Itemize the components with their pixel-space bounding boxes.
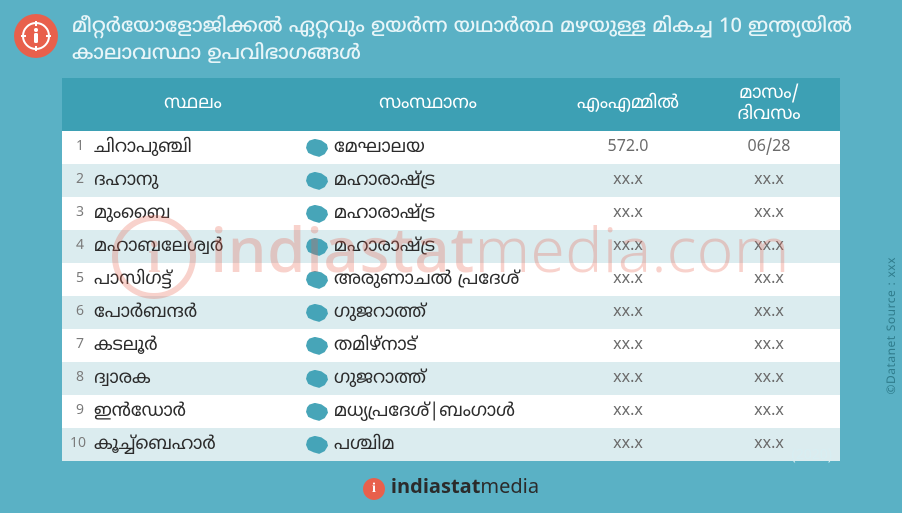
cell-state: മഹാരാഷ്ട്ര xyxy=(298,164,558,197)
table-row: 9ഇൻഡോർ മധ്യപ്രദേശ്|ബംഗാൾ xx.xxx.x xyxy=(62,395,840,428)
cell-mm: xx.x xyxy=(558,232,698,262)
cell-place: കൂച്ച്ബെഹാർ xyxy=(88,428,298,461)
brand-suffix: media xyxy=(480,476,539,501)
cell-date: xx.x xyxy=(698,364,840,394)
state-name: തമിഴ്നാട് xyxy=(334,334,417,357)
cell-state: ഗുജറാത്ത് xyxy=(298,362,558,395)
row-index: 2 xyxy=(62,167,88,194)
cell-place: കടലൂർ xyxy=(88,329,298,362)
state-name: ഗുജറാത്ത് xyxy=(334,301,426,324)
cell-place: മുംബൈ xyxy=(88,197,298,230)
cell-date: xx.x xyxy=(698,199,840,229)
table-row: 10കൂച്ച്ബെഹാർപശ്ചിമxx.xxx.x xyxy=(62,428,840,461)
cell-date: xx.x xyxy=(698,331,840,361)
cell-date: xx.x xyxy=(698,298,840,328)
cell-place: ചിറാപുഞ്ചി xyxy=(88,131,298,164)
state-name: മേഘാലയ xyxy=(334,136,425,159)
state-shape-icon xyxy=(306,139,328,157)
state-shape-icon xyxy=(306,205,328,223)
cell-date: 06/28 xyxy=(698,133,840,163)
table-row: 5പാസിഗട്ട് അരുണാചൽ പ്രദേശ് xx.xxx.x xyxy=(62,263,840,296)
state-name: പശ്ചിമ xyxy=(334,433,394,456)
state-name: മഹാരാഷ്ട്ര xyxy=(334,202,435,225)
row-index: 1 xyxy=(62,134,88,161)
cell-place: പാസിഗട്ട് xyxy=(88,263,298,296)
state-name: ഗുജറാത്ത് xyxy=(334,367,426,390)
state-shape-icon xyxy=(306,238,328,256)
cell-mm: 572.0 xyxy=(558,133,698,163)
cell-date: xx.x xyxy=(698,232,840,262)
cell-state: ഗുജറാത്ത് xyxy=(298,296,558,329)
table-header-row: സ്ഥലം സംസ്ഥാനം എംഎമ്മിൽ മാസം/ ദിവസം xyxy=(62,78,840,131)
footer-brand: i indiastatmedia xyxy=(0,476,902,501)
table-row: 4മഹാബലേശ്വർ മഹാരാഷ്ട്ര xx.xxx.x xyxy=(62,230,840,263)
state-name: മഹാരാഷ്ട്ര xyxy=(334,169,435,192)
table-row: 8ദ്വാരക ഗുജറാത്ത് xx.xxx.x xyxy=(62,362,840,395)
row-index: 4 xyxy=(62,233,88,260)
table-row: 6പോർബന്ദർ ഗുജറാത്ത് xx.xxx.x xyxy=(62,296,840,329)
year-label: (2020) xyxy=(792,448,832,465)
table-row: 7കടലൂർ തമിഴ്നാട് xx.xxx.x xyxy=(62,329,840,362)
col-header-state: സംസ്ഥാനം xyxy=(298,88,558,121)
table-row: 3മുംബൈ മഹാരാഷ്ട്ര xx.xxx.x xyxy=(62,197,840,230)
cell-state: മേഘാലയ xyxy=(298,131,558,164)
cell-state: തമിഴ്നാട് xyxy=(298,329,558,362)
row-index: 8 xyxy=(62,365,88,392)
cell-mm: xx.x xyxy=(558,298,698,328)
state-shape-icon xyxy=(306,172,328,190)
cell-place: ദഹാനു xyxy=(88,164,298,197)
state-shape-icon xyxy=(306,271,328,289)
cell-date: xx.x xyxy=(698,397,840,427)
cell-place: ദ്വാരക xyxy=(88,362,298,395)
cell-place: ഇൻഡോർ xyxy=(88,395,298,428)
cell-state: മഹാരാഷ്ട്ര xyxy=(298,230,558,263)
cell-mm: xx.x xyxy=(558,397,698,427)
cell-state: പശ്ചിമ xyxy=(298,428,558,461)
state-name: മഹാരാഷ്ട്ര xyxy=(334,235,435,258)
cell-mm: xx.x xyxy=(558,166,698,196)
cell-mm: xx.x xyxy=(558,265,698,295)
cell-mm: xx.x xyxy=(558,331,698,361)
row-index: 5 xyxy=(62,266,88,293)
row-index: 3 xyxy=(62,200,88,227)
source-credit: ©Datanet Source : xxx xyxy=(885,257,900,394)
page-title: മീറ്റർയോളോജിക്കൽ ഏറ്റവും ഉയർന്ന യഥാർത്ഥ … xyxy=(72,14,872,68)
row-index: 10 xyxy=(62,431,88,458)
table-row: 1ചിറാപുഞ്ചി മേഘാലയ 572.006/28 xyxy=(62,131,840,164)
col-header-place: സ്ഥലം xyxy=(88,88,298,121)
cell-mm: xx.x xyxy=(558,199,698,229)
cell-date: xx.x xyxy=(698,265,840,295)
cell-date: xx.x xyxy=(698,166,840,196)
cell-mm: xx.x xyxy=(558,430,698,460)
row-index: 7 xyxy=(62,332,88,359)
data-table: സ്ഥലം സംസ്ഥാനം എംഎമ്മിൽ മാസം/ ദിവസം 1ചിറ… xyxy=(62,78,840,461)
brand-name: indiastat xyxy=(391,476,480,501)
state-shape-icon xyxy=(306,304,328,322)
state-shape-icon xyxy=(306,337,328,355)
table-row: 2ദഹാനു മഹാരാഷ്ട്ര xx.xxx.x xyxy=(62,164,840,197)
state-shape-icon xyxy=(306,403,328,421)
state-shape-icon xyxy=(306,370,328,388)
row-index: 9 xyxy=(62,398,88,425)
state-name: മധ്യപ്രദേശ്|ബംഗാൾ xyxy=(334,400,515,423)
info-badge-icon xyxy=(14,14,58,58)
cell-mm: xx.x xyxy=(558,364,698,394)
row-index: 6 xyxy=(62,299,88,326)
brand-dot-icon: i xyxy=(363,478,385,500)
col-header-date: മാസം/ ദിവസം xyxy=(698,78,840,131)
state-shape-icon xyxy=(306,436,328,454)
state-name: അരുണാചൽ പ്രദേശ് xyxy=(334,268,519,291)
cell-state: മധ്യപ്രദേശ്|ബംഗാൾ xyxy=(298,395,558,428)
cell-place: മഹാബലേശ്വർ xyxy=(88,230,298,263)
col-header-mm: എംഎമ്മിൽ xyxy=(558,88,698,121)
cell-place: പോർബന്ദർ xyxy=(88,296,298,329)
cell-state: അരുണാചൽ പ്രദേശ് xyxy=(298,263,558,296)
cell-state: മഹാരാഷ്ട്ര xyxy=(298,197,558,230)
